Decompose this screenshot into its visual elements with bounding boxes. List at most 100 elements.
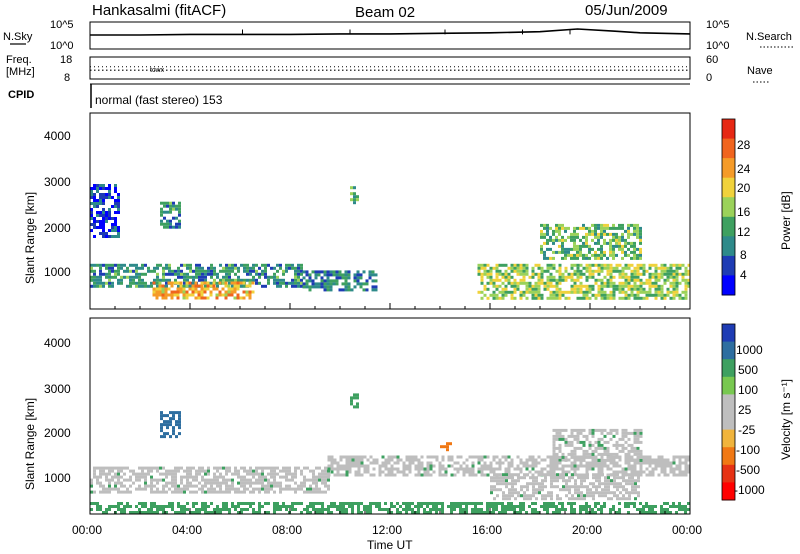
velocity-heatmap bbox=[90, 393, 691, 514]
power-ytick-1000: 1000 bbox=[44, 265, 71, 279]
velocity-ylabel: Slant Range [km] bbox=[23, 398, 37, 490]
power-cbar-swatch-3 bbox=[722, 177, 735, 198]
xtick-2000: 20:00 bbox=[572, 523, 602, 537]
x-tick-labels: 00:00 04:00 08:00 12:00 16:00 20:00 00:0… bbox=[72, 523, 702, 537]
nsky-tick-top: 10^5 bbox=[50, 19, 74, 31]
noise-series bbox=[90, 28, 691, 36]
date-title: 05/Jun/2009 bbox=[585, 2, 668, 19]
vel-cbar-tick-m100: -100 bbox=[736, 443, 760, 457]
freq-ghost-text: tcwx bbox=[150, 67, 165, 74]
beam-title: Beam 02 bbox=[355, 4, 415, 21]
vel-cbar-tick-m500: -500 bbox=[736, 463, 760, 477]
power-ytick-3000: 3000 bbox=[44, 175, 71, 189]
velocity-region-7 bbox=[440, 442, 452, 452]
cpid-mode-text: normal (fast stereo) 153 bbox=[95, 93, 223, 107]
power-cbar-swatch-6 bbox=[722, 236, 735, 257]
vel-cbar-swatch-2 bbox=[722, 359, 735, 378]
freq-tick-top: 18 bbox=[60, 54, 72, 66]
xtick-0400: 04:00 bbox=[172, 523, 202, 537]
power-ylabel: Slant Range [km] bbox=[23, 192, 37, 284]
vel-cbar-tick-m1000: -1000 bbox=[734, 483, 765, 497]
power-cbar-swatch-2 bbox=[722, 158, 735, 179]
power-cbar-tick-4: 4 bbox=[740, 268, 747, 282]
nsearch-label: N.Search bbox=[746, 31, 792, 43]
power-x-tick-marks bbox=[89, 303, 691, 309]
power-cbar-swatch-5 bbox=[722, 216, 735, 237]
power-colorbar-ticks: 28 24 20 16 12 8 4 bbox=[737, 138, 751, 282]
nsearch-tick-top: 10^5 bbox=[706, 19, 730, 31]
xtick-0000: 00:00 bbox=[72, 523, 102, 537]
velocity-region-5 bbox=[160, 411, 181, 439]
velocity-region-6 bbox=[350, 393, 359, 409]
power-region-4 bbox=[540, 223, 642, 260]
velocity-ytick-1000: 1000 bbox=[44, 471, 71, 485]
power-cbar-tick-20: 20 bbox=[737, 181, 751, 195]
power-region-7 bbox=[350, 186, 359, 205]
velocity-region-0 bbox=[90, 466, 330, 494]
xtick-1600: 16:00 bbox=[472, 523, 502, 537]
station-title: Hankasalmi (fitACF) bbox=[92, 2, 226, 19]
velocity-region-4 bbox=[552, 428, 643, 462]
velocity-ytick-2000: 2000 bbox=[44, 426, 71, 440]
nave-tick-top: 60 bbox=[706, 54, 718, 66]
vel-cbar-swatch-9 bbox=[722, 482, 735, 501]
velocity-cbar-label: Velocity [m s⁻¹] bbox=[779, 379, 793, 460]
vel-cbar-tick-m25: -25 bbox=[738, 423, 756, 437]
power-cbar-tick-8: 8 bbox=[740, 248, 747, 262]
noise-panel-frame bbox=[89, 21, 691, 50]
nsearch-tick-bottom: 10^0 bbox=[706, 40, 730, 52]
power-region-3 bbox=[477, 263, 691, 300]
xtick-1200: 12:00 bbox=[372, 523, 402, 537]
power-cbar-swatch-0 bbox=[722, 119, 735, 140]
vel-cbar-swatch-7 bbox=[722, 447, 735, 466]
nsky-label: N.Sky bbox=[3, 31, 33, 43]
freq-unit-label: [MHz] bbox=[6, 66, 35, 78]
xtick-2400: 00:00 bbox=[672, 523, 702, 537]
power-region-2 bbox=[302, 270, 378, 292]
vel-cbar-tick-25: 25 bbox=[738, 403, 752, 417]
power-region-6 bbox=[160, 201, 181, 229]
power-cbar-tick-16: 16 bbox=[737, 205, 751, 219]
velocity-colorbar bbox=[721, 323, 736, 501]
nsky-series-line bbox=[90, 28, 691, 36]
vel-cbar-swatch-3 bbox=[722, 376, 735, 395]
vel-cbar-tick-500: 500 bbox=[738, 363, 758, 377]
freq-panel-frame bbox=[89, 56, 691, 80]
vel-cbar-swatch-5 bbox=[722, 412, 735, 431]
nave-tick-bottom: 0 bbox=[706, 72, 712, 84]
freq-tick-bottom: 8 bbox=[64, 72, 70, 84]
velocity-colorbar-ticks: 1000 500 100 25 -25 -100 -500 -1000 bbox=[734, 343, 765, 497]
vel-cbar-swatch-1 bbox=[722, 341, 735, 360]
power-cbar-swatch-4 bbox=[722, 197, 735, 218]
power-region-1 bbox=[152, 281, 255, 300]
cpid-label: CPID bbox=[8, 89, 34, 101]
power-region-5 bbox=[90, 184, 120, 238]
power-y-ticks: 4000 3000 2000 1000 bbox=[44, 129, 71, 279]
power-ytick-4000: 4000 bbox=[44, 129, 71, 143]
freq-label: Freq. bbox=[6, 54, 32, 66]
velocity-ytick-3000: 3000 bbox=[44, 382, 71, 396]
nave-label: Nave bbox=[747, 65, 773, 77]
power-cbar-tick-28: 28 bbox=[737, 138, 751, 152]
xtick-0800: 08:00 bbox=[272, 523, 302, 537]
velocity-region-3 bbox=[490, 473, 640, 501]
power-cbar-swatch-8 bbox=[722, 275, 735, 296]
velocity-x-tick-marks bbox=[89, 508, 691, 514]
vel-cbar-swatch-6 bbox=[722, 429, 735, 448]
vel-cbar-tick-100: 100 bbox=[738, 383, 758, 397]
velocity-y-ticks: 4000 3000 2000 1000 bbox=[44, 336, 71, 485]
power-heatmap bbox=[90, 184, 691, 300]
power-cbar-swatch-7 bbox=[722, 255, 735, 276]
x-axis-label: Time UT bbox=[367, 538, 413, 552]
nsky-tick-bottom: 10^0 bbox=[50, 40, 74, 52]
power-cbar-swatch-1 bbox=[722, 138, 735, 159]
freq-series bbox=[90, 66, 690, 71]
velocity-ytick-4000: 4000 bbox=[44, 336, 71, 350]
vel-cbar-tick-1000: 1000 bbox=[736, 343, 763, 357]
power-cbar-label: Power [dB] bbox=[779, 191, 793, 250]
power-ytick-2000: 2000 bbox=[44, 221, 71, 235]
power-colorbar bbox=[721, 118, 736, 296]
vel-cbar-swatch-8 bbox=[722, 464, 735, 483]
power-cbar-tick-12: 12 bbox=[737, 225, 751, 239]
